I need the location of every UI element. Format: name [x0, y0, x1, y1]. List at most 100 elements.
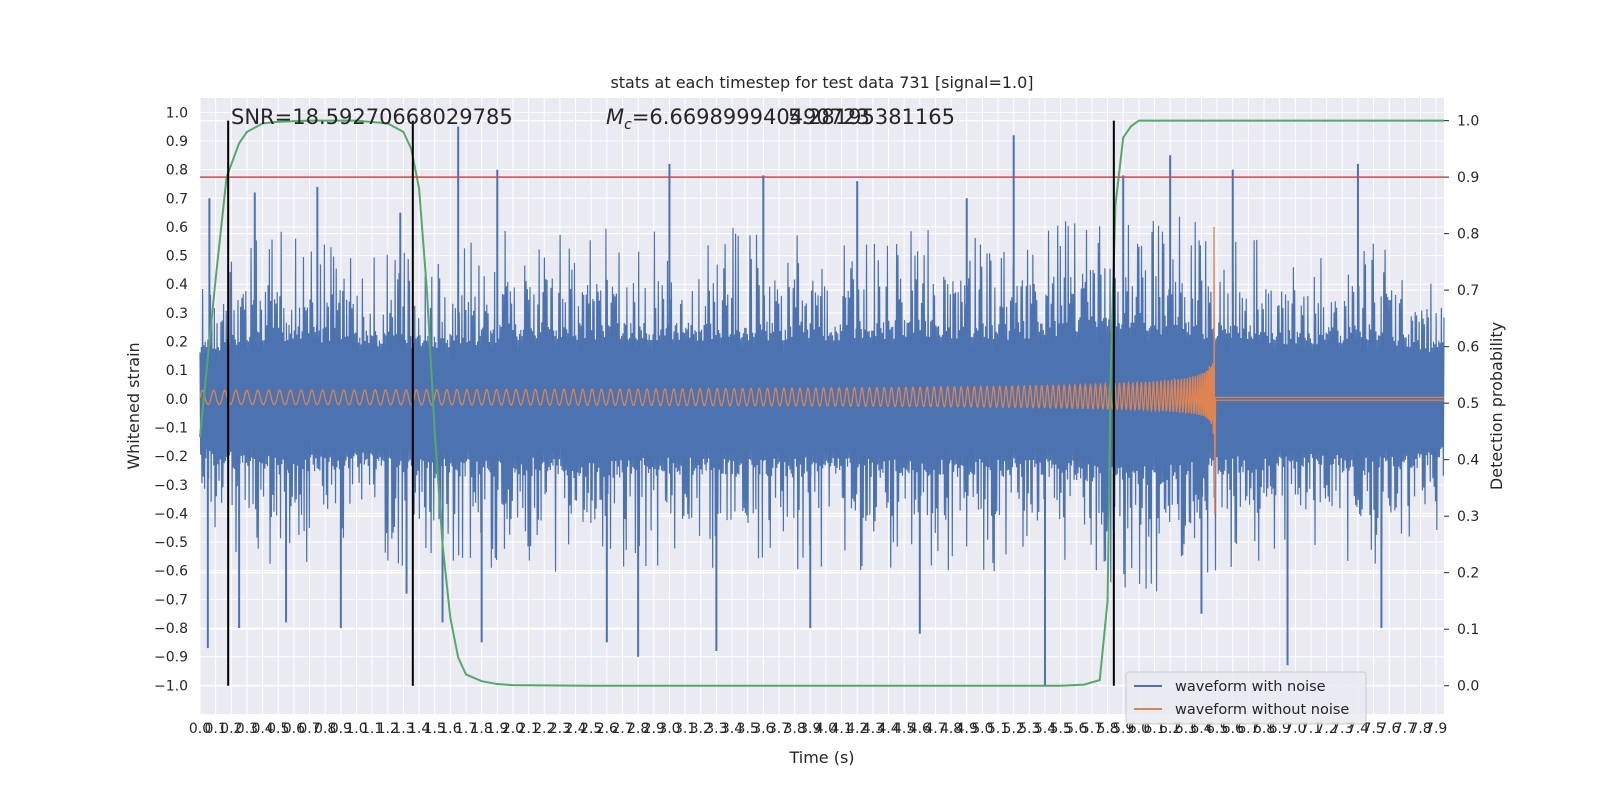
mc-annotation: Mc=6.669899940490723 [606, 105, 870, 133]
y2-tick-label: 0.5 [1457, 396, 1479, 412]
x-tick-label: 7.9 [1425, 721, 1447, 737]
y-axis-ticks: −1.0 −0.9 −0.8 −0.7 −0.6 −0.5 −0.4 −0.3 −0.2 −0.1… [154, 105, 188, 694]
y-tick-label: 0.8 [166, 163, 188, 179]
y-tick-label: −0.7 [154, 592, 188, 608]
x-tick-label: 4.8 [940, 721, 962, 737]
x-tick-label: 6.6 [1222, 721, 1244, 737]
x-tick-label: 0.1 [205, 721, 227, 737]
x-tick-label: 2.7 [611, 721, 633, 737]
x-tick-label: 3.5 [737, 721, 759, 737]
x-tick-label: 5.3 [1018, 721, 1040, 737]
x-tick-label: 4.9 [956, 721, 978, 737]
x-tick-label: 7.1 [1300, 721, 1322, 737]
x-tick-label: 3.2 [690, 721, 712, 737]
x-tick-label: 4.3 [862, 721, 884, 737]
x-tick-label: 3.7 [768, 721, 790, 737]
x-tick-label: 1.8 [471, 721, 493, 737]
legend-label-noise: waveform with noise [1175, 679, 1326, 695]
x-tick-label: 1.1 [361, 721, 383, 737]
x-tick-label: 5.9 [1112, 721, 1134, 737]
x-tick-label: 6.2 [1159, 721, 1181, 737]
snr-annotation: SNR=18.59270668029785 [231, 105, 513, 129]
legend-box [1125, 671, 1367, 725]
x-tick-label: 5.2 [1003, 721, 1025, 737]
x-tick-label: 2.8 [627, 721, 649, 737]
x-tick-label: 7.3 [1331, 721, 1353, 737]
x-tick-label: 7.0 [1284, 721, 1306, 737]
x-tick-label: 2.9 [643, 721, 665, 737]
x-tick-label: 7.6 [1378, 721, 1400, 737]
y-tick-label: −0.9 [154, 650, 188, 666]
x-tick-label: 2.5 [580, 721, 602, 737]
legend-label-clean: waveform without noise [1175, 702, 1349, 718]
y-tick-label: −0.1 [154, 420, 188, 436]
x-tick-label: 4.7 [924, 721, 946, 737]
x-tick-label: 1.5 [424, 721, 446, 737]
x-tick-label: 6.9 [1269, 721, 1291, 737]
x-tick-label: 5.0 [971, 721, 993, 737]
clean-trace [199, 226, 1444, 514]
y2-axis-label: Detection probability [1487, 322, 1506, 490]
y-tick-label: 0.0 [166, 392, 188, 408]
x-tick-label: 5.1 [987, 721, 1009, 737]
x-tick-label: 2.2 [533, 721, 555, 737]
x-tick-label: 6.4 [1190, 721, 1212, 737]
x-tick-label: 0.0 [189, 721, 211, 737]
x-tick-label: 6.7 [1237, 721, 1259, 737]
y2-tick-label: 1.0 [1457, 114, 1479, 130]
x-tick-label: 3.9 [799, 721, 821, 737]
y-tick-label: 0.4 [166, 277, 188, 293]
x-tick-label: 2.6 [596, 721, 618, 737]
x-tick-label: 7.5 [1362, 721, 1384, 737]
x-tick-label: 1.4 [408, 721, 430, 737]
y2-tick-label: 0.7 [1457, 283, 1479, 299]
y-tick-label: 0.7 [166, 191, 188, 207]
x-tick-label: 3.4 [721, 721, 743, 737]
y-tick-label: 0.9 [166, 134, 188, 150]
y2-tick-label: 0.3 [1457, 509, 1479, 525]
x-tick-label: 4.0 [815, 721, 837, 737]
x-axis-ticks: 0.00.10.20.30.40.50.60.70.80.91.01.11.21… [189, 721, 1447, 737]
chart-title: stats at each timestep for test data 731… [610, 73, 1033, 92]
x-tick-label: 5.6 [1065, 721, 1087, 737]
y-tick-label: 0.3 [166, 306, 188, 322]
x-tick-label: 2.0 [502, 721, 524, 737]
mc-subscript: c [624, 117, 632, 133]
vertical-markers [227, 120, 1115, 686]
x-tick-label: 0.9 [330, 721, 352, 737]
x-tick-label: 7.7 [1394, 721, 1416, 737]
mc-overlap-annotation: 5.28195381165 [788, 105, 955, 129]
y2-tick-label: 0.6 [1457, 340, 1479, 356]
x-tick-label: 5.8 [1096, 721, 1118, 737]
mc-symbol: M [606, 105, 624, 129]
x-tick-label: 4.2 [846, 721, 868, 737]
x-tick-label: 4.4 [877, 721, 899, 737]
x-tick-label: 2.3 [549, 721, 571, 737]
y2-tick-label: 0.2 [1457, 566, 1479, 582]
y-tick-label: 0.1 [166, 363, 188, 379]
y-tick-label: 0.6 [166, 220, 188, 236]
y-tick-label: −0.2 [154, 449, 188, 465]
x-tick-label: 0.5 [267, 721, 289, 737]
x-tick-label: 4.6 [909, 721, 931, 737]
y-tick-label: −0.3 [154, 478, 188, 494]
x-tick-label: 3.0 [658, 721, 680, 737]
x-tick-label: 0.7 [298, 721, 320, 737]
y-tick-label: −0.4 [154, 506, 188, 522]
x-tick-label: 2.4 [564, 721, 586, 737]
y2-tick-label: 0.8 [1457, 227, 1479, 243]
y-tick-label: −0.6 [154, 564, 188, 580]
series-waveform-with-noise [199, 126, 1445, 686]
y-tick-label: −0.8 [154, 621, 188, 637]
y2-tick-label: 0.9 [1457, 170, 1479, 186]
x-tick-label: 6.0 [1128, 721, 1150, 737]
x-tick-label: 4.5 [893, 721, 915, 737]
x-tick-label: 1.0 [345, 721, 367, 737]
x-tick-label: 0.6 [283, 721, 305, 737]
x-axis-label: Time (s) [788, 748, 854, 767]
x-tick-label: 7.2 [1316, 721, 1338, 737]
y-tick-label: −1.0 [154, 678, 188, 694]
y2-tick-label: 0.1 [1457, 622, 1479, 638]
x-tick-label: 5.4 [1034, 721, 1056, 737]
